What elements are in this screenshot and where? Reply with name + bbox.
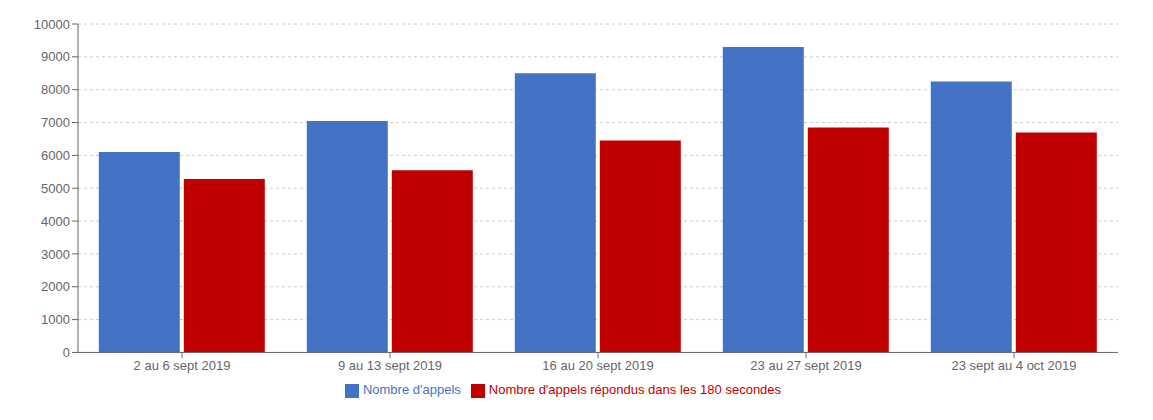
svg-text:1000: 1000: [41, 312, 70, 327]
svg-text:5000: 5000: [41, 181, 70, 196]
svg-text:10000: 10000: [34, 17, 70, 32]
svg-text:9 au 13 sept 2019: 9 au 13 sept 2019: [338, 358, 442, 373]
svg-text:2000: 2000: [41, 279, 70, 294]
html-text:Nombre d'appels: Nombre d'appels: [362, 382, 461, 398]
svg-text:6000: 6000: [41, 148, 70, 163]
svg-text:7000: 7000: [41, 115, 70, 130]
svg-text:8000: 8000: [41, 82, 70, 97]
svg-text:3000: 3000: [41, 247, 70, 262]
svg-text:0: 0: [63, 345, 70, 360]
svg-text:23 sept au 4 oct 2019: 23 sept au 4 oct 2019: [951, 358, 1076, 373]
svg-text:9000: 9000: [41, 49, 70, 64]
svg-text:23 au 27 sept 2019: 23 au 27 sept 2019: [750, 358, 861, 373]
svg-text:2 au 6 sept 2019: 2 au 6 sept 2019: [134, 358, 231, 373]
html-text:Nombre d'appels répondus dans: Nombre d'appels répondus dans les 180 se…: [488, 382, 782, 398]
svg-text:16 au 20 sept 2019: 16 au 20 sept 2019: [542, 358, 653, 373]
svg-text:4000: 4000: [41, 214, 70, 229]
